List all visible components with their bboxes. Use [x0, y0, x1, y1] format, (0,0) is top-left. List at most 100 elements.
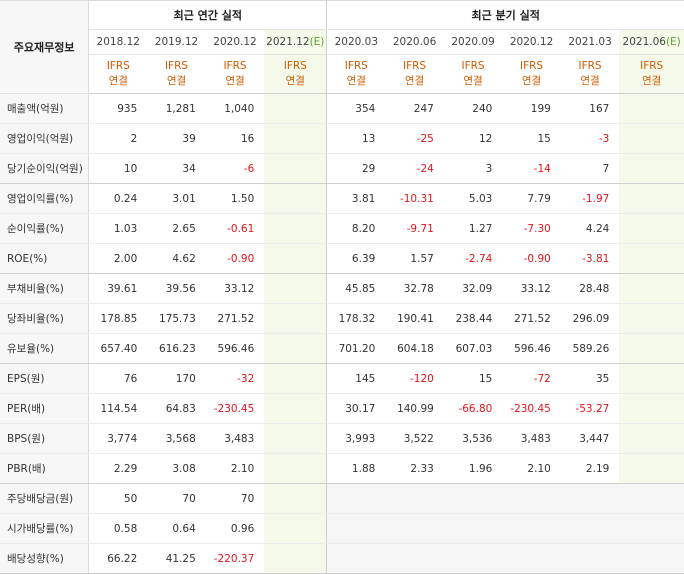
- empty-cell: [502, 543, 561, 574]
- value-cell: -0.90: [205, 243, 265, 274]
- empty-cell: [619, 513, 684, 544]
- value-cell: 8.20: [326, 213, 386, 244]
- row-label: 영업이익(억원): [0, 123, 90, 154]
- value-cell: 3,483: [502, 423, 561, 454]
- value-cell: 3.81: [326, 183, 386, 214]
- value-cell: 45.85: [326, 273, 386, 304]
- standard-label: IFRS: [283, 60, 307, 72]
- value-cell: 35: [560, 363, 620, 394]
- period-header-estimate: 2021.06(E): [619, 29, 684, 55]
- table-row: 영업이익(억원) 2 39 16 13 -25 12 15 -3: [0, 123, 684, 154]
- accounting-standard-header: IFRS 연결: [326, 54, 386, 94]
- value-cell: 616.23: [147, 333, 206, 364]
- value-cell: -220.37: [205, 543, 265, 574]
- period-header: 2021.03: [560, 29, 620, 55]
- period-header: 2019.12: [147, 29, 206, 55]
- value-cell: 34: [147, 153, 206, 184]
- value-cell: 2.65: [147, 213, 206, 244]
- table-row: EPS(원) 76 170 -32 145 -120 15 -72 35: [0, 363, 684, 394]
- value-cell: -3.81: [560, 243, 620, 274]
- accounting-standard-header: IFRS 연결: [385, 54, 444, 94]
- empty-cell: [264, 453, 328, 484]
- value-cell: 604.18: [385, 333, 444, 364]
- table-row: 시가배당률(%) 0.58 0.64 0.96: [0, 513, 684, 544]
- empty-cell: [264, 273, 328, 304]
- value-cell: -230.45: [205, 393, 265, 424]
- accounting-standard-header: IFRS 연결: [619, 54, 684, 94]
- empty-cell: [619, 93, 684, 124]
- value-cell: -2.74: [443, 243, 503, 274]
- value-cell: -7.30: [502, 213, 561, 244]
- empty-cell: [560, 543, 620, 574]
- value-cell: 199: [502, 93, 561, 124]
- value-cell: -0.61: [205, 213, 265, 244]
- value-cell: 1,040: [205, 93, 265, 124]
- row-header-title: 주요재무정보: [0, 0, 90, 94]
- value-cell: 167: [560, 93, 620, 124]
- value-cell: 3,447: [560, 423, 620, 454]
- value-cell: -25: [385, 123, 444, 154]
- table-row: 부채비율(%) 39.61 39.56 33.12 45.85 32.78 32.09 33.…: [0, 273, 684, 304]
- empty-cell: [619, 423, 684, 454]
- row-label: BPS(원): [0, 423, 90, 454]
- value-cell: -9.71: [385, 213, 444, 244]
- standard-label: IFRS: [344, 60, 368, 72]
- empty-cell: [560, 513, 620, 544]
- value-cell: 3,774: [88, 423, 148, 454]
- table-row: 매출액(억원) 935 1,281 1,040 354 247 240 199 167: [0, 93, 684, 124]
- row-label: PBR(배): [0, 453, 90, 484]
- value-cell: 3.01: [147, 183, 206, 214]
- empty-cell: [443, 543, 503, 574]
- empty-cell: [326, 483, 386, 514]
- row-label: 당좌비율(%): [0, 303, 90, 334]
- standard-sub-label: 연결: [404, 75, 425, 87]
- value-cell: 28.48: [560, 273, 620, 304]
- value-cell: 2.33: [385, 453, 444, 484]
- empty-cell: [264, 243, 328, 274]
- value-cell: 4.62: [147, 243, 206, 274]
- value-cell: 140.99: [385, 393, 444, 424]
- empty-cell: [264, 423, 328, 454]
- value-cell: 15: [443, 363, 503, 394]
- value-cell: -66.80: [443, 393, 503, 424]
- value-cell: 2.10: [205, 453, 265, 484]
- value-cell: 4.24: [560, 213, 620, 244]
- quarter-group-header: 최근 분기 실적: [326, 0, 684, 30]
- value-cell: 70: [147, 483, 206, 514]
- value-cell: 70: [205, 483, 265, 514]
- standard-sub-label: 연결: [285, 75, 305, 87]
- empty-cell: [264, 393, 328, 424]
- table-row: PER(배) 114.54 64.83 -230.45 30.17 140.99 -66.8…: [0, 393, 684, 424]
- value-cell: 7: [560, 153, 620, 184]
- value-cell: 0.96: [205, 513, 265, 544]
- value-cell: 3,993: [326, 423, 386, 454]
- value-cell: 240: [443, 93, 503, 124]
- value-cell: 145: [326, 363, 386, 394]
- value-cell: 2.10: [502, 453, 561, 484]
- value-cell: 175.73: [147, 303, 206, 334]
- value-cell: 3.08: [147, 453, 206, 484]
- standard-label: IFRS: [640, 60, 664, 72]
- value-cell: 5.03: [443, 183, 503, 214]
- value-cell: 296.09: [560, 303, 620, 334]
- empty-cell: [619, 183, 684, 214]
- empty-cell: [502, 483, 561, 514]
- value-cell: 178.85: [88, 303, 148, 334]
- value-cell: 589.26: [560, 333, 620, 364]
- empty-cell: [619, 543, 684, 574]
- value-cell: 76: [88, 363, 148, 394]
- empty-cell: [264, 363, 328, 394]
- standard-label: IFRS: [106, 60, 130, 72]
- empty-cell: [619, 243, 684, 274]
- row-label: 매출액(억원): [0, 93, 90, 124]
- period-header: 2020.12: [205, 29, 265, 55]
- value-cell: -32: [205, 363, 265, 394]
- empty-cell: [619, 363, 684, 394]
- standard-label: IFRS: [461, 60, 485, 72]
- value-cell: 12: [443, 123, 503, 154]
- empty-cell: [502, 513, 561, 544]
- value-cell: -10.31: [385, 183, 444, 214]
- standard-sub-label: 연결: [108, 75, 128, 87]
- value-cell: 1.03: [88, 213, 148, 244]
